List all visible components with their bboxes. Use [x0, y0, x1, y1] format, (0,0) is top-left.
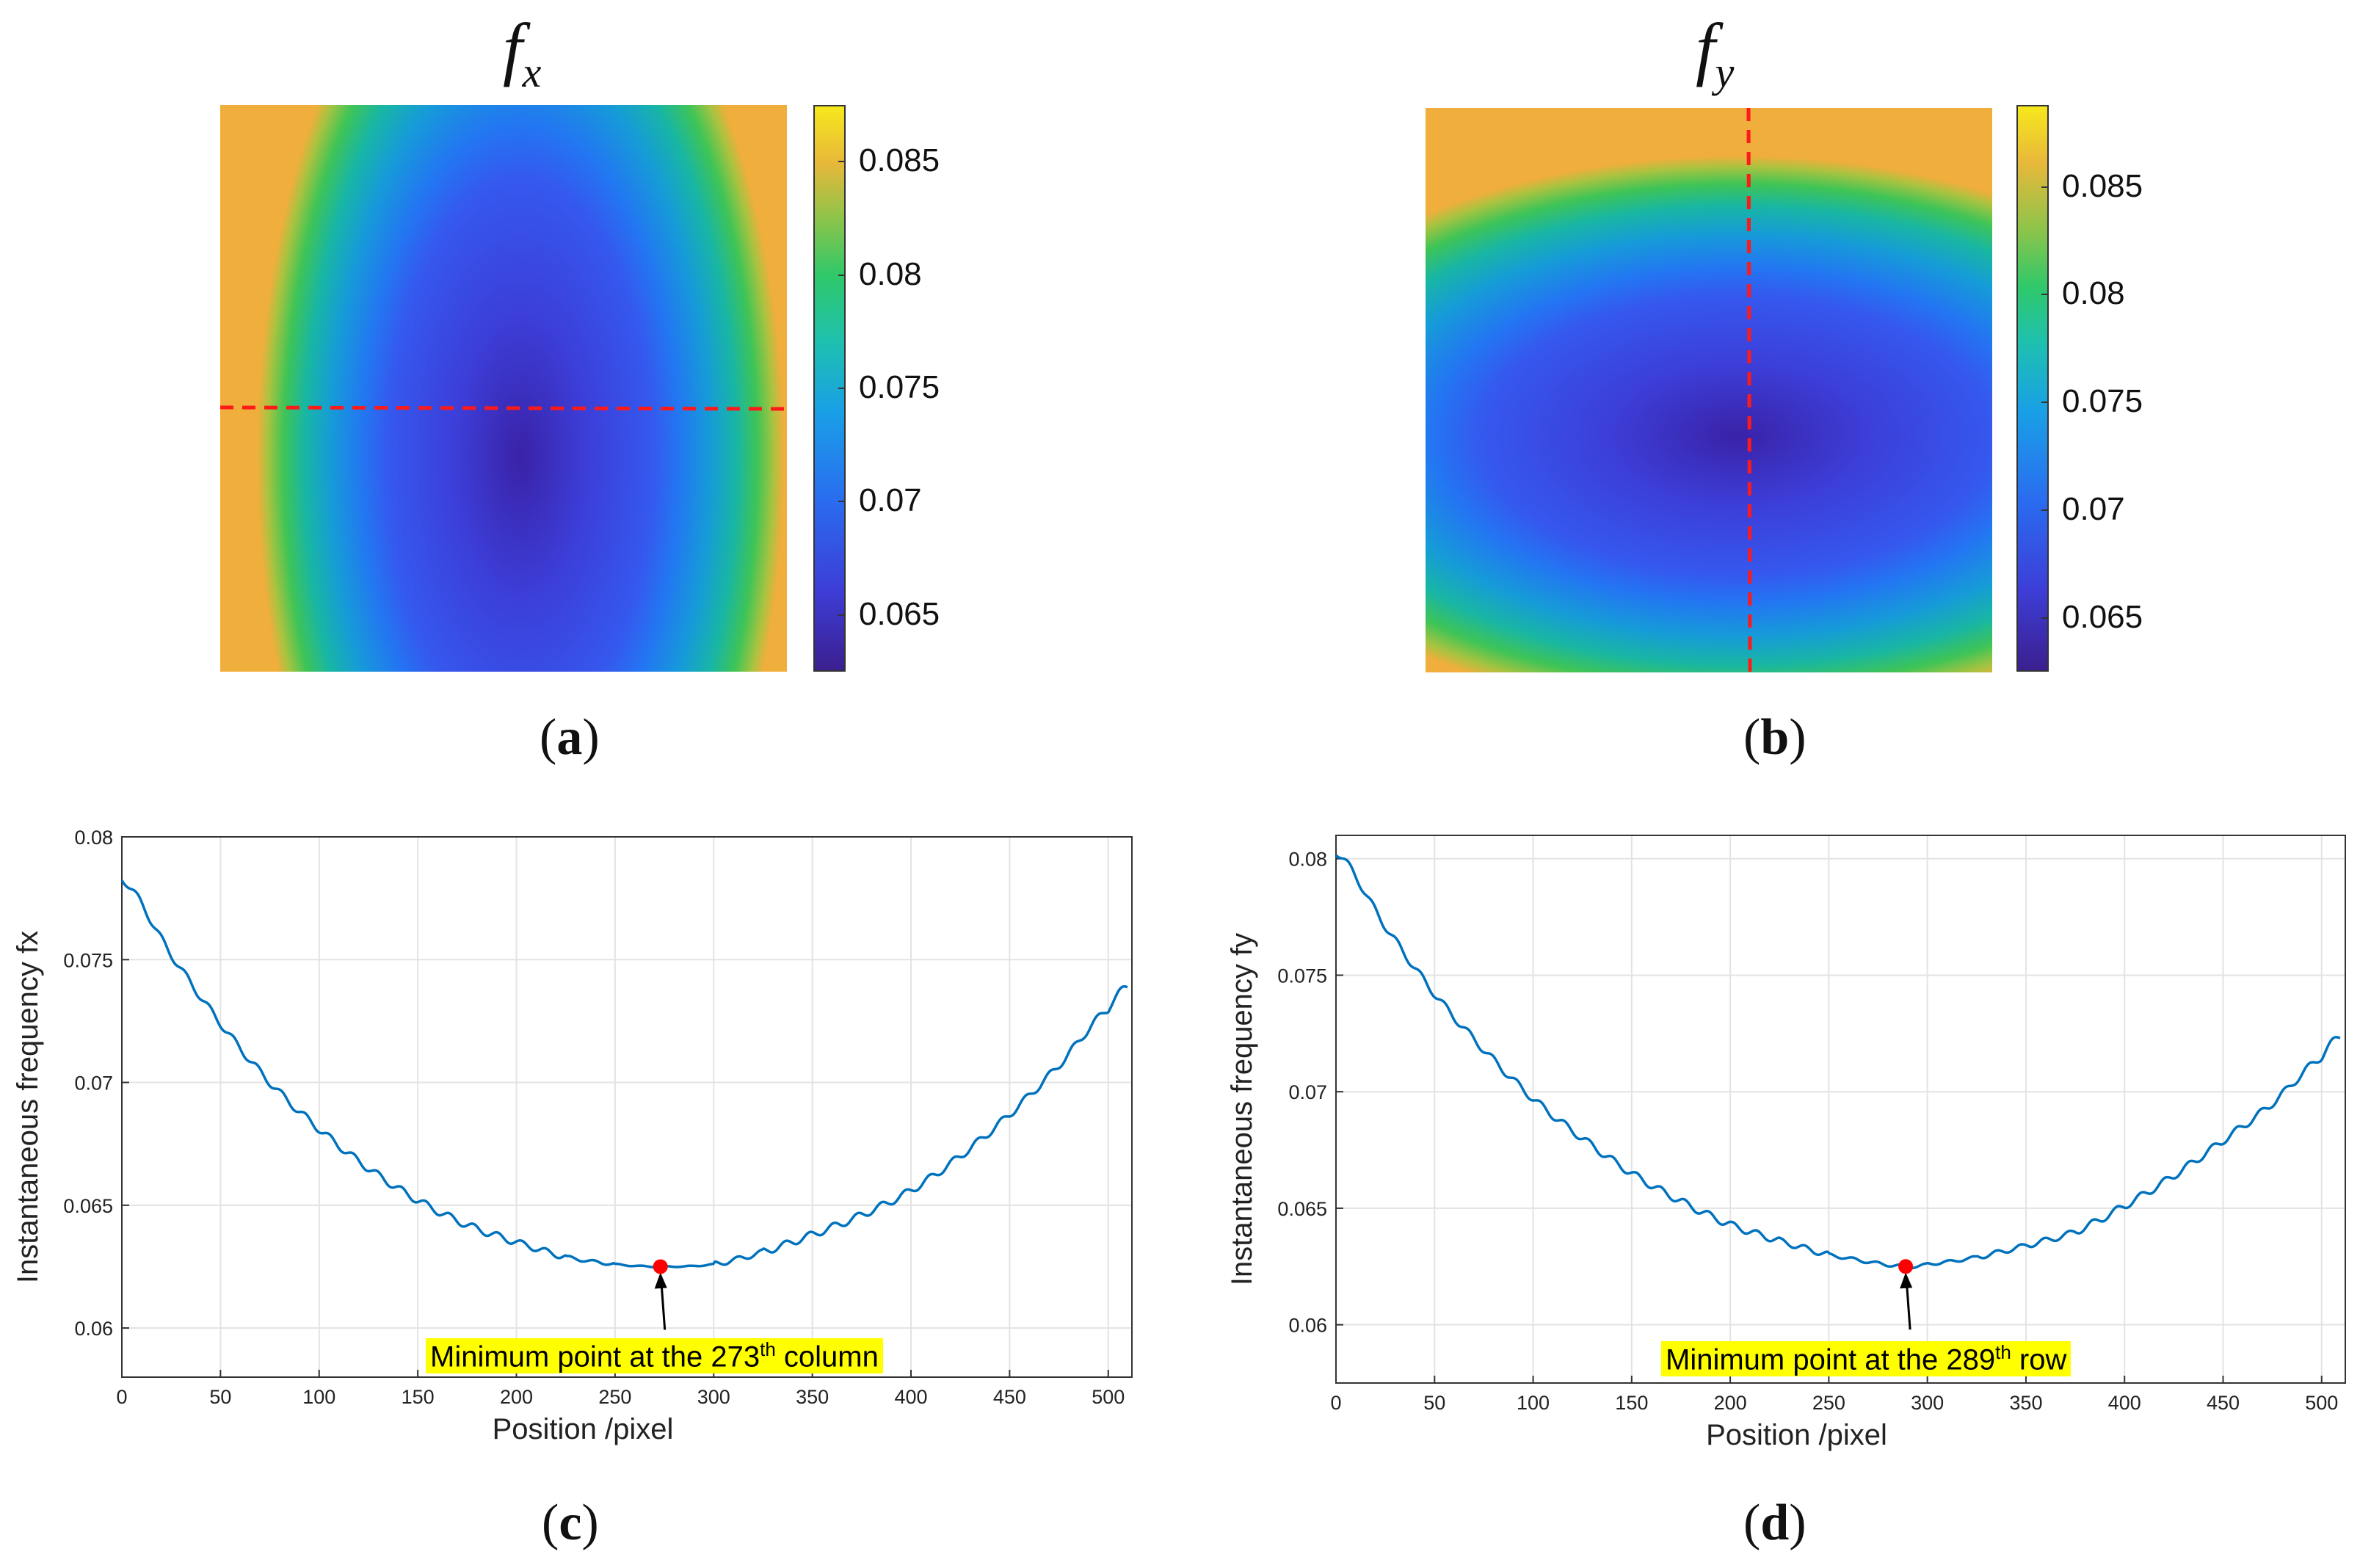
x-axis-label: Position /pixel	[493, 1413, 674, 1445]
y-axis-label: Instantaneous frequency fx	[12, 931, 44, 1283]
fy-cross-section-line	[1746, 108, 1752, 672]
x-tick-label: 400	[894, 1386, 927, 1408]
x-tick-label: 350	[796, 1386, 829, 1408]
colorbar-tickmark	[838, 388, 846, 389]
colorbar-tick-label: 0.08	[2062, 275, 2125, 312]
x-tick-label: 200	[1714, 1392, 1747, 1414]
min-point-marker	[1898, 1259, 1914, 1274]
y-tick-label: 0.06	[74, 1318, 113, 1340]
panel-b-title: fy	[1696, 9, 1735, 97]
x-tick-label: 150	[402, 1386, 435, 1408]
colorbar-tick-label: 0.065	[859, 595, 940, 632]
x-tick-label: 300	[697, 1386, 730, 1408]
fx-line-chart: 0 50 100 150 200 250 300 350 400 450 500 0.06 0.065 0…	[12, 827, 1133, 1445]
x-tick-label: 100	[1517, 1392, 1550, 1414]
colorbar-tick-label: 0.085	[859, 142, 940, 179]
y-tick-label: 0.065	[63, 1195, 113, 1217]
series-line	[120, 879, 1128, 1268]
x-tick-label: 50	[1423, 1392, 1445, 1414]
colorbar-tickmark	[838, 614, 846, 616]
x-tick-label: 250	[1812, 1392, 1845, 1414]
colorbar-tickmark	[2041, 294, 2049, 296]
colorbar-tickmark	[2041, 402, 2049, 404]
x-tick-label: 300	[1911, 1392, 1944, 1414]
colorbar-tick-label: 0.075	[2062, 383, 2143, 420]
y-tick-label: 0.06	[1288, 1315, 1327, 1337]
y-axis-label: Instantaneous frequency fy	[1226, 933, 1258, 1285]
colorbar-tickmark	[2041, 509, 2049, 511]
series-line	[1335, 854, 2341, 1270]
x-axis-label: Position /pixel	[1706, 1419, 1887, 1451]
x-tick-label: 200	[500, 1386, 533, 1408]
panel-d-label: (d)	[1743, 1495, 1807, 1551]
y-tick-label: 0.08	[1288, 849, 1327, 871]
plot-frame	[1335, 835, 2346, 1384]
y-tick-label: 0.075	[1277, 965, 1327, 987]
x-tick-label: 0	[1330, 1392, 1341, 1414]
annotation-arrow-head	[1900, 1272, 1913, 1289]
colorbar-tickmark	[838, 501, 846, 503]
fx-heatmap	[220, 105, 787, 672]
colorbar-tick-label: 0.07	[859, 482, 922, 519]
x-tick-label: 500	[1092, 1386, 1125, 1408]
colorbar-tickmark	[2041, 617, 2049, 619]
colorbar-tick-label: 0.07	[2062, 490, 2125, 527]
x-tick-label: 50	[209, 1386, 231, 1408]
colorbar-tick-label: 0.085	[2062, 167, 2143, 204]
x-tick-label: 250	[598, 1386, 631, 1408]
y-tick-label: 0.075	[63, 949, 113, 971]
x-tick-label: 100	[302, 1386, 335, 1408]
min-point-marker	[653, 1259, 668, 1274]
x-tick-label: 400	[2108, 1392, 2141, 1414]
x-tick-label: 150	[1615, 1392, 1648, 1414]
x-tick-label: 500	[2305, 1392, 2338, 1414]
annotation-arrow-head	[654, 1272, 667, 1289]
panel-c-label: (c)	[542, 1495, 599, 1551]
y-tick-label: 0.07	[1288, 1081, 1327, 1103]
colorbar-tickmark	[838, 161, 846, 163]
y-tick-label: 0.08	[74, 827, 113, 849]
x-tick-label: 0	[116, 1386, 127, 1408]
y-tick-label: 0.07	[74, 1072, 113, 1095]
x-tick-label: 350	[2009, 1392, 2042, 1414]
fy-heatmap	[1426, 108, 1992, 672]
fy-line-chart: 0 50 100 150 200 250 300 350 400 450 500 0.06 0.065 0…	[1226, 835, 2346, 1451]
fx-heatmap-image	[220, 105, 787, 672]
colorbar-tickmark	[2041, 186, 2049, 188]
fy-colorbar	[2016, 105, 2049, 672]
fy-heatmap-image	[1426, 108, 1992, 672]
y-tick-label: 0.065	[1277, 1198, 1327, 1220]
colorbar-tick-label: 0.075	[859, 369, 940, 405]
colorbar-tick-label: 0.08	[859, 255, 922, 292]
panel-b-label: (b)	[1743, 709, 1807, 766]
x-tick-label: 450	[2207, 1392, 2240, 1414]
colorbar-tick-label: 0.065	[2062, 598, 2143, 635]
colorbar-tickmark	[838, 274, 846, 276]
plot-frame	[121, 836, 1133, 1378]
panel-a-label: (a)	[540, 709, 600, 766]
x-tick-label: 450	[993, 1386, 1026, 1408]
fx-cross-section-line	[220, 405, 787, 411]
fx-min-annotation: Minimum point at the 273th column	[426, 1338, 883, 1374]
panel-a-title: fx	[503, 9, 542, 97]
fy-min-annotation: Minimum point at the 289th row	[1661, 1341, 2072, 1377]
